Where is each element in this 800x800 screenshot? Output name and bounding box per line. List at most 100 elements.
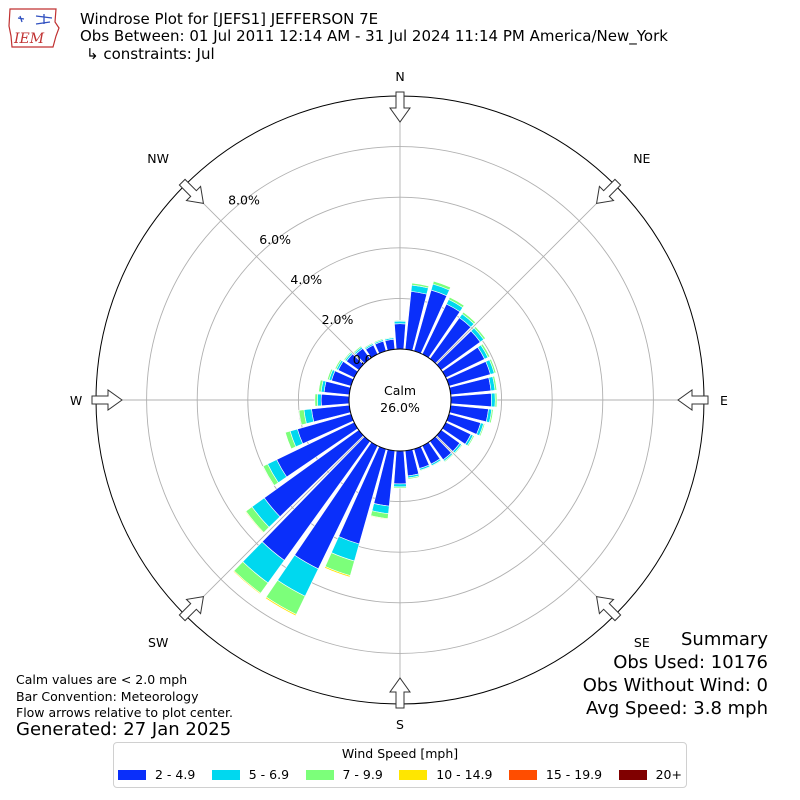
wind-bar-segment <box>480 343 491 358</box>
flow-arrow <box>595 595 622 622</box>
flow-arrow <box>595 178 622 205</box>
compass-label: S <box>396 717 404 732</box>
wind-bar-segment <box>244 510 265 534</box>
flow-arrow <box>91 389 123 411</box>
wind-bar-segment <box>489 358 497 374</box>
wind-bar-segment <box>393 450 407 485</box>
compass-label: SE <box>634 635 650 650</box>
calm-circle <box>348 348 452 452</box>
wind-bar-segment <box>433 280 452 288</box>
wind-bar-segment <box>373 338 384 344</box>
wind-bar-segment <box>478 423 486 437</box>
legend-item: 15 - 19.9 <box>508 767 603 782</box>
radial-tick-label: 4.0% <box>290 272 322 287</box>
wind-bar-segment <box>232 570 262 595</box>
legend-swatch <box>399 769 428 780</box>
legend-swatch <box>211 769 240 780</box>
flow-arrow <box>178 595 205 622</box>
flow-arrow <box>677 389 709 411</box>
legend-label: 5 - 6.9 <box>248 767 290 782</box>
legend-label: 7 - 9.9 <box>342 767 383 782</box>
legend-item: 7 - 9.9 <box>305 767 383 782</box>
obs-period: Obs Between: 01 Jul 2011 12:14 AM - 31 J… <box>80 27 668 45</box>
wind-bar-segment <box>262 465 275 487</box>
flow-arrow <box>178 178 205 205</box>
flow-arrows-note: Flow arrows relative to plot center. <box>16 705 233 720</box>
legend-title: Wind Speed [mph] <box>341 746 459 761</box>
wind-bar-segment <box>489 408 494 424</box>
wind-bar-segment <box>370 515 389 520</box>
calm-note: Calm values are < 2.0 mph <box>16 672 188 687</box>
wind-bar-segment <box>326 368 334 381</box>
bar-convention-note: Bar Convention: Meteorology <box>16 689 199 704</box>
wind-bar-segment <box>353 345 363 354</box>
compass-label: NE <box>633 151 650 166</box>
wind-bar-segment <box>384 338 396 351</box>
legend-label: 10 - 14.9 <box>436 767 493 782</box>
wind-bar-segment <box>298 409 307 426</box>
wind-bar-segment <box>363 342 374 349</box>
compass-label: E <box>720 393 728 408</box>
wind-bar-segment <box>449 296 465 306</box>
legend-swatch <box>305 769 334 780</box>
wind-bar-segment <box>384 336 394 340</box>
wind-bar-segment <box>264 597 297 617</box>
avg-speed: Avg Speed: 3.8 mph <box>586 698 768 719</box>
wind-bar-segment <box>494 392 498 408</box>
compass-label: SW <box>148 635 168 650</box>
wind-bar-segment <box>314 393 318 407</box>
wind-bar-segment <box>490 392 496 408</box>
wind-bar-segment <box>393 486 407 489</box>
summary-box: Summary Obs Used: 10176 Obs Without Wind… <box>583 628 768 720</box>
angular-gridline <box>435 184 616 365</box>
compass-label: NW <box>147 151 169 166</box>
wind-bar-segment <box>463 311 477 323</box>
flow-arrow <box>389 677 411 709</box>
legend-item: 2 - 4.9 <box>118 767 195 782</box>
polar-labels: NNEESESSWWNW0.0%2.0%4.0%6.0%8.0% <box>70 69 728 732</box>
wind-bar-segment <box>394 323 406 350</box>
angular-gridline <box>184 435 365 616</box>
angular-gridline <box>435 435 616 616</box>
logo-text: IEM <box>13 31 45 47</box>
legend-swatch <box>118 769 146 780</box>
obs-without-wind: Obs Without Wind: 0 <box>582 675 768 696</box>
legend-item: 5 - 6.9 <box>211 767 290 782</box>
radial-tick-label: 6.0% <box>259 232 291 247</box>
windrose-bars <box>232 280 498 617</box>
wind-bar-segment <box>454 444 463 455</box>
legend-label: 20+ <box>655 767 682 782</box>
radial-tick-label: 2.0% <box>322 312 354 327</box>
legend-label: 2 - 4.9 <box>155 767 196 782</box>
legend-label: 15 - 19.9 <box>545 767 603 782</box>
legend-swatch <box>618 769 647 780</box>
constraints-text: ↳ constraints: Jul <box>86 45 215 63</box>
wind-bar-segment <box>334 358 342 370</box>
legend-items: 2 - 4.9 5 - 6.9 7 - 9.9 10 - 14.9 15 - 1… <box>118 767 682 782</box>
compass-label: W <box>70 393 82 408</box>
wind-bar-segment <box>466 435 475 447</box>
wind-bar-segment <box>443 453 454 463</box>
wind-bar-segment <box>324 567 351 578</box>
wind-bar-segment <box>419 466 431 472</box>
wind-bar-segment <box>320 393 350 407</box>
compass-label: N <box>395 69 404 84</box>
legend-item: 20+ <box>618 767 682 782</box>
wind-bar-segment <box>431 459 442 467</box>
wind-bar-segment <box>317 393 322 407</box>
legend-swatch <box>508 769 537 780</box>
legend-item: 10 - 14.9 <box>399 767 492 782</box>
summary-title: Summary <box>681 629 768 650</box>
wind-bar-segment <box>450 392 492 408</box>
iem-logo: IEM <box>8 8 60 48</box>
flow-arrow <box>389 91 411 123</box>
flow-arrows <box>91 91 709 709</box>
chart-title: Windrose Plot for [JEFS1] JEFFERSON 7E <box>80 10 379 28</box>
radial-tick-label: 8.0% <box>228 192 260 207</box>
wind-bar-segment <box>284 432 292 450</box>
wind-bar-segment <box>343 351 352 361</box>
generated-date: Generated: 27 Jan 2025 <box>16 719 232 740</box>
calm-label: Calm <box>384 383 416 398</box>
